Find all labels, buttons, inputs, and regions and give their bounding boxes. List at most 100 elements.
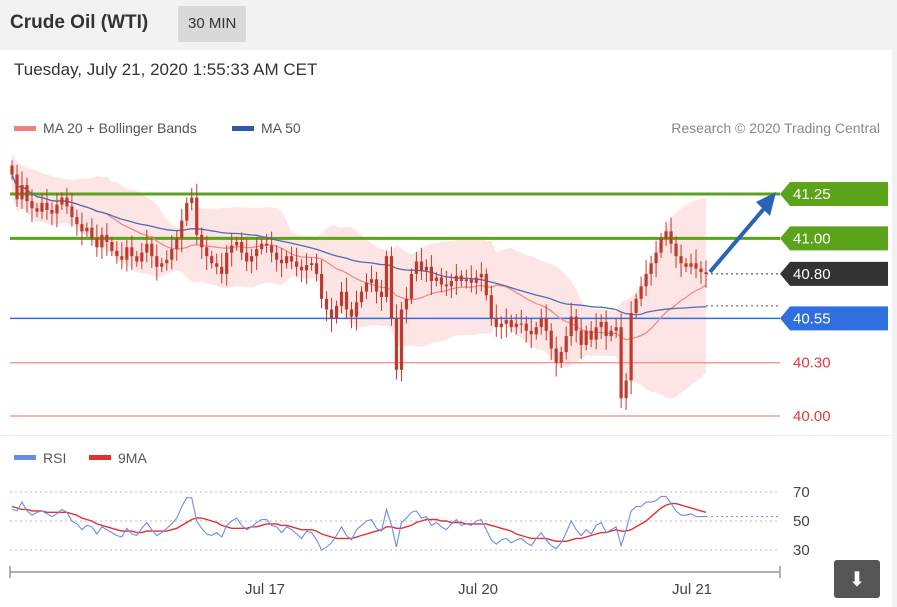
- candle-body-139: [704, 272, 708, 274]
- candle-body-136: [689, 263, 693, 267]
- candle-body-106: [539, 318, 543, 328]
- candle-body-12: [70, 206, 74, 218]
- candle-body-102: [519, 323, 523, 325]
- candle-body-10: [60, 197, 64, 205]
- candle-body-31: [165, 259, 169, 264]
- candle-body-60: [309, 263, 314, 266]
- candle-body-21: [115, 250, 119, 257]
- candle-body-29: [155, 256, 159, 267]
- candle-body-68: [349, 309, 354, 317]
- candle-body-25: [135, 256, 139, 262]
- timeframe-badge[interactable]: 30 MIN: [178, 6, 247, 42]
- candle-body-83: [424, 266, 429, 271]
- candle-body-94: [479, 273, 483, 278]
- candle-body-79: [404, 298, 409, 310]
- candle-body-0: [10, 165, 14, 175]
- rsi-tick-0: 70: [793, 484, 810, 501]
- candle-body-71: [364, 282, 369, 292]
- candle-body-78: [399, 309, 404, 370]
- candle-body-33: [175, 238, 179, 250]
- candle-body-123: [624, 380, 628, 399]
- candle-body-61: [314, 263, 319, 274]
- candle-body-91: [464, 279, 468, 282]
- rsi-ma-line: [11, 502, 707, 542]
- level-tag-3: [780, 306, 888, 331]
- chart-title: Crude Oil (WTI): [10, 12, 149, 33]
- candle-body-36: [190, 197, 194, 203]
- level-tag-2: [780, 261, 888, 286]
- candle-body-114: [579, 330, 583, 345]
- candle-body-76: [389, 256, 394, 319]
- candle-body-18: [100, 234, 104, 248]
- bollinger-band: [12, 153, 706, 399]
- candle-body-58: [299, 266, 304, 271]
- download-button[interactable]: ⬇: [834, 560, 880, 598]
- candle-body-108: [549, 330, 553, 349]
- candle-body-41: [215, 263, 219, 267]
- candle-body-77: [394, 318, 399, 370]
- candle-body-37: [195, 197, 199, 235]
- ma50-line: [11, 174, 706, 316]
- candle-body-135: [684, 263, 688, 267]
- chart-header: Crude Oil (WTI) 30 MIN: [0, 0, 892, 50]
- candle-body-64: [329, 309, 334, 319]
- candle-body-97: [494, 318, 498, 328]
- candle-body-38: [200, 234, 204, 248]
- candle-body-22: [120, 256, 124, 260]
- candle-body-110: [559, 352, 563, 363]
- candle-body-81: [414, 261, 419, 274]
- candle-body-129: [654, 252, 658, 264]
- candle-body-30: [160, 263, 164, 267]
- candle-body-65: [334, 305, 339, 319]
- candle-body-124: [629, 312, 633, 381]
- candle-body-56: [289, 256, 294, 262]
- candle-body-16: [90, 227, 94, 239]
- x-tick-0: Jul 17: [245, 581, 285, 598]
- candle-body-113: [574, 316, 578, 331]
- right-scroll-gutter: [892, 0, 897, 607]
- candle-body-120: [609, 330, 613, 337]
- candle-body-59: [304, 265, 309, 271]
- level-label-5: 40.00: [793, 408, 831, 425]
- candle-body-26: [140, 252, 144, 262]
- level-label-1: 41.00: [793, 230, 831, 247]
- candle-body-28: [150, 243, 154, 257]
- candle-body-104: [529, 330, 533, 335]
- target-arrow-shaft: [708, 202, 770, 274]
- candle-body-63: [324, 298, 329, 310]
- candle-body-119: [604, 321, 608, 337]
- candle-body-67: [344, 291, 349, 310]
- candle-body-39: [205, 247, 209, 257]
- candle-body-87: [444, 284, 448, 287]
- level-label-4: 40.30: [793, 355, 831, 372]
- level-tag-1: [780, 226, 888, 251]
- candle-body-44: [230, 245, 234, 253]
- candle-body-2: [20, 185, 24, 200]
- rsi-legend-label-1: 9MA: [118, 450, 147, 466]
- candle-body-47: [245, 252, 249, 262]
- rsi-tick-1: 50: [793, 513, 810, 530]
- rsi-tick-2: 30: [793, 542, 810, 559]
- level-label-0: 41.25: [793, 186, 831, 203]
- legend-label-0: MA 20 + Bollinger Bands: [43, 120, 197, 136]
- candle-body-53: [275, 252, 279, 260]
- candle-body-112: [569, 316, 573, 337]
- candle-body-121: [614, 327, 618, 331]
- candle-body-34: [180, 220, 184, 239]
- candle-body-32: [170, 249, 174, 260]
- candle-body-95: [484, 273, 488, 296]
- candle-body-109: [554, 348, 558, 363]
- candle-body-138: [699, 268, 703, 273]
- candle-body-72: [369, 279, 374, 283]
- candle-body-107: [544, 318, 548, 331]
- candle-body-9: [55, 204, 59, 214]
- level-label-3: 40.55: [793, 310, 831, 327]
- candle-body-111: [564, 336, 568, 353]
- candle-body-88: [449, 281, 453, 287]
- candle-body-89: [454, 275, 458, 282]
- candle-body-103: [524, 323, 528, 331]
- candle-body-45: [235, 241, 239, 246]
- candle-body-5: [35, 208, 39, 212]
- candle-body-42: [220, 266, 224, 274]
